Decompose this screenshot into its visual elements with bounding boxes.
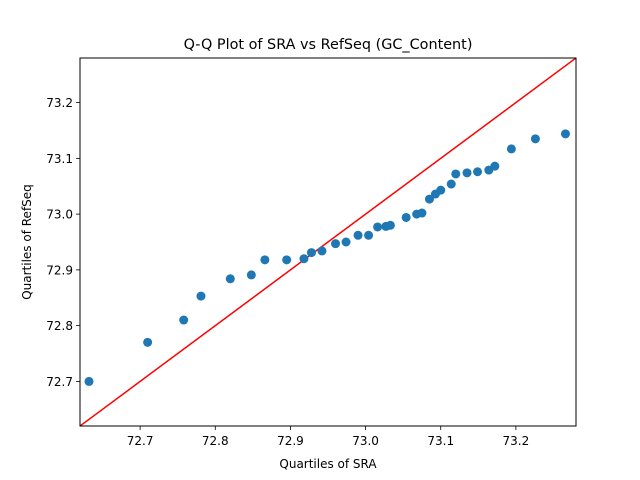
y-tick-label: 73.0 bbox=[46, 208, 73, 222]
data-point bbox=[196, 291, 206, 301]
data-point bbox=[451, 169, 461, 179]
reference-line-layer bbox=[80, 58, 576, 426]
data-point bbox=[225, 274, 235, 284]
x-tick-label: 72.7 bbox=[127, 434, 154, 448]
y-axis-label: Quartiles of RefSeq bbox=[20, 184, 34, 300]
data-point bbox=[260, 255, 270, 265]
y-tick-label: 72.8 bbox=[46, 319, 73, 333]
data-point bbox=[436, 185, 446, 195]
x-axis-label: Quartiles of SRA bbox=[279, 457, 377, 471]
data-point bbox=[373, 222, 383, 232]
y-axis-ticks: 72.7 72.8 72.9 73.0 73.1 73.2 bbox=[46, 96, 80, 389]
data-point bbox=[299, 254, 309, 264]
data-point bbox=[490, 161, 500, 171]
x-axis-ticks: 72.7 72.8 72.9 73.0 73.1 73.2 bbox=[127, 426, 529, 448]
reference-line bbox=[80, 58, 576, 426]
data-point bbox=[179, 315, 189, 325]
data-point bbox=[282, 255, 292, 265]
data-point bbox=[341, 237, 351, 247]
data-point bbox=[417, 208, 427, 218]
x-tick-label: 73.1 bbox=[427, 434, 454, 448]
y-tick-label: 73.1 bbox=[46, 152, 73, 166]
y-tick-label: 72.7 bbox=[46, 375, 73, 389]
data-point bbox=[317, 246, 327, 256]
x-tick-label: 73.2 bbox=[503, 434, 530, 448]
data-point bbox=[246, 270, 256, 280]
data-point bbox=[424, 194, 434, 204]
data-point bbox=[143, 337, 153, 347]
data-point bbox=[462, 168, 472, 178]
y-tick-label: 72.9 bbox=[46, 263, 73, 277]
data-point bbox=[506, 144, 516, 154]
x-tick-label: 72.8 bbox=[202, 434, 229, 448]
data-point bbox=[530, 134, 540, 144]
data-point bbox=[353, 230, 363, 240]
plot-area-frame bbox=[79, 57, 577, 427]
data-point bbox=[84, 376, 94, 386]
data-point bbox=[473, 167, 483, 177]
data-point bbox=[401, 212, 411, 222]
data-point bbox=[446, 179, 456, 189]
data-point bbox=[385, 220, 395, 230]
data-point bbox=[331, 239, 341, 249]
data-points-layer bbox=[84, 129, 570, 386]
y-tick-label: 73.2 bbox=[46, 96, 73, 110]
data-point bbox=[560, 129, 570, 139]
data-point bbox=[306, 248, 316, 258]
chart-title: Q-Q Plot of SRA vs RefSeq (GC_Content) bbox=[184, 37, 473, 53]
data-point bbox=[364, 230, 374, 240]
x-tick-label: 73.0 bbox=[352, 434, 379, 448]
x-tick-label: 72.9 bbox=[277, 434, 304, 448]
